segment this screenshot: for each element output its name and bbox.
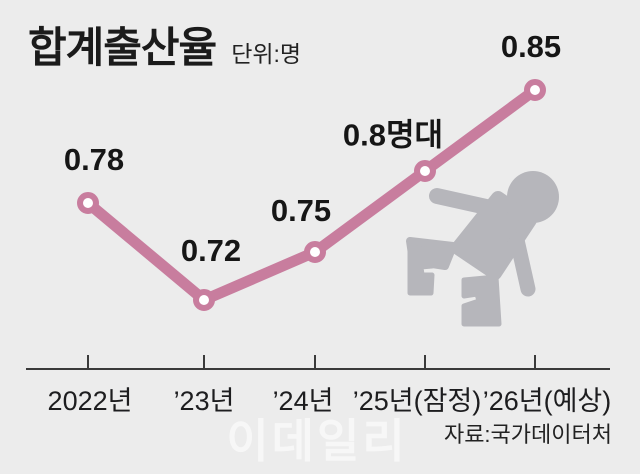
chart-title: 합계출산율 bbox=[28, 24, 217, 71]
x-tick-label-2026: ’26년(예상) bbox=[482, 386, 612, 416]
point-label-2023: 0.72 bbox=[180, 233, 242, 268]
data-point-marker bbox=[304, 241, 326, 263]
source-credit: 자료:국가데이터처 bbox=[443, 422, 612, 447]
point-label-2025: 0.8명대 bbox=[342, 117, 444, 153]
data-point-marker bbox=[414, 160, 436, 182]
crawling-baby-icon bbox=[406, 171, 559, 327]
unit-label: 단위:명 bbox=[231, 41, 302, 67]
point-label-2026: 0.85 bbox=[500, 29, 562, 64]
x-tick-label-2024: ’24년 bbox=[272, 386, 334, 416]
x-tick-label-2022: 2022년 bbox=[47, 386, 133, 416]
data-point-marker bbox=[77, 192, 99, 214]
x-tick-label-2023: ’23년 bbox=[173, 386, 235, 416]
point-label-2024: 0.75 bbox=[270, 193, 332, 228]
data-point-marker bbox=[524, 79, 546, 101]
chart-header: 합계출산율 단위:명 bbox=[28, 14, 301, 75]
data-point-marker bbox=[193, 289, 215, 311]
x-tick-label-2025: ’25년(잠정) bbox=[352, 386, 482, 416]
point-label-2022: 0.78 bbox=[63, 142, 125, 177]
